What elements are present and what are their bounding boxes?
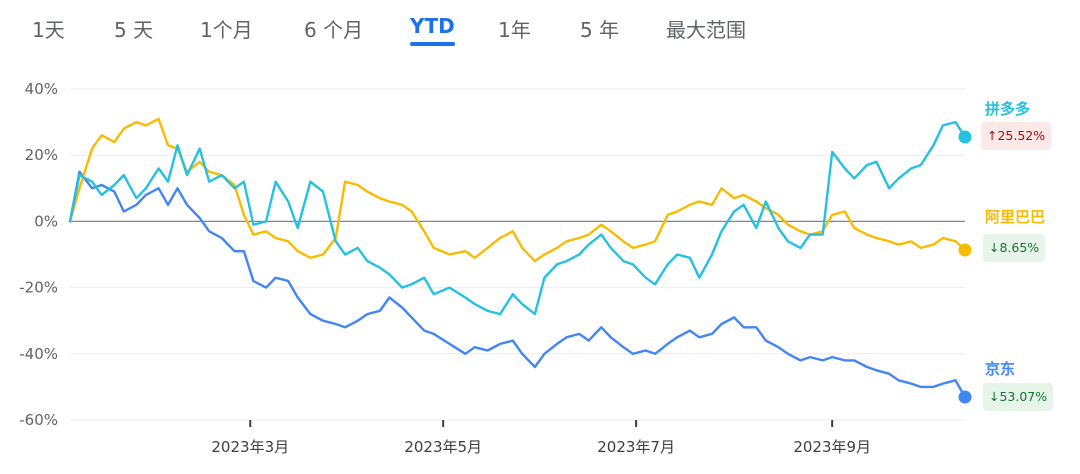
y-tick-label: 20%	[25, 146, 58, 164]
change-badge-jd: ↓53.07%	[983, 383, 1054, 411]
y-tick-label: 40%	[25, 80, 58, 98]
tab-6-months[interactable]: 6 个月	[304, 18, 364, 42]
series-name-pdd: 拼多多	[985, 100, 1031, 118]
active-tab-indicator	[410, 42, 455, 46]
series-name-jd: 京东	[985, 360, 1016, 378]
series-name-alibaba: 阿里巴巴	[985, 208, 1046, 226]
tab-ytd-label: YTD	[410, 14, 455, 38]
tab-5-days[interactable]: 5 天	[114, 18, 154, 42]
x-tick-label: 2023年5月	[404, 438, 482, 456]
time-range-tabs: 1天 5 天 1个月 6 个月 YTD 1年 5 年 最大范围	[0, 0, 1080, 60]
end-dot-jd	[958, 390, 972, 404]
change-badge-pdd: ↑25.52%	[981, 122, 1052, 150]
y-tick-label: -60%	[19, 411, 58, 429]
series-line-alibaba	[68, 117, 967, 263]
y-tick-label: -20%	[19, 279, 58, 297]
y-tick-label: 0%	[34, 212, 58, 230]
y-tick-label: -40%	[19, 345, 58, 363]
x-tick-label: 2023年3月	[211, 438, 289, 456]
x-tick-label: 2023年9月	[793, 438, 871, 456]
change-badge-alibaba: ↓8.65%	[983, 234, 1046, 262]
tab-5-years[interactable]: 5 年	[580, 18, 620, 42]
tab-1-year[interactable]: 1年	[498, 18, 531, 42]
end-dot-pdd	[958, 130, 972, 144]
tab-ytd[interactable]: YTD	[410, 14, 455, 46]
tab-1-month[interactable]: 1个月	[200, 18, 253, 42]
series-line-pdd	[68, 120, 967, 316]
series-line-jd	[68, 170, 967, 399]
x-tick-label: 2023年7月	[597, 438, 675, 456]
tab-max-range[interactable]: 最大范围	[666, 18, 746, 42]
tab-1-day[interactable]: 1天	[32, 18, 65, 42]
end-dot-alibaba	[958, 243, 972, 257]
